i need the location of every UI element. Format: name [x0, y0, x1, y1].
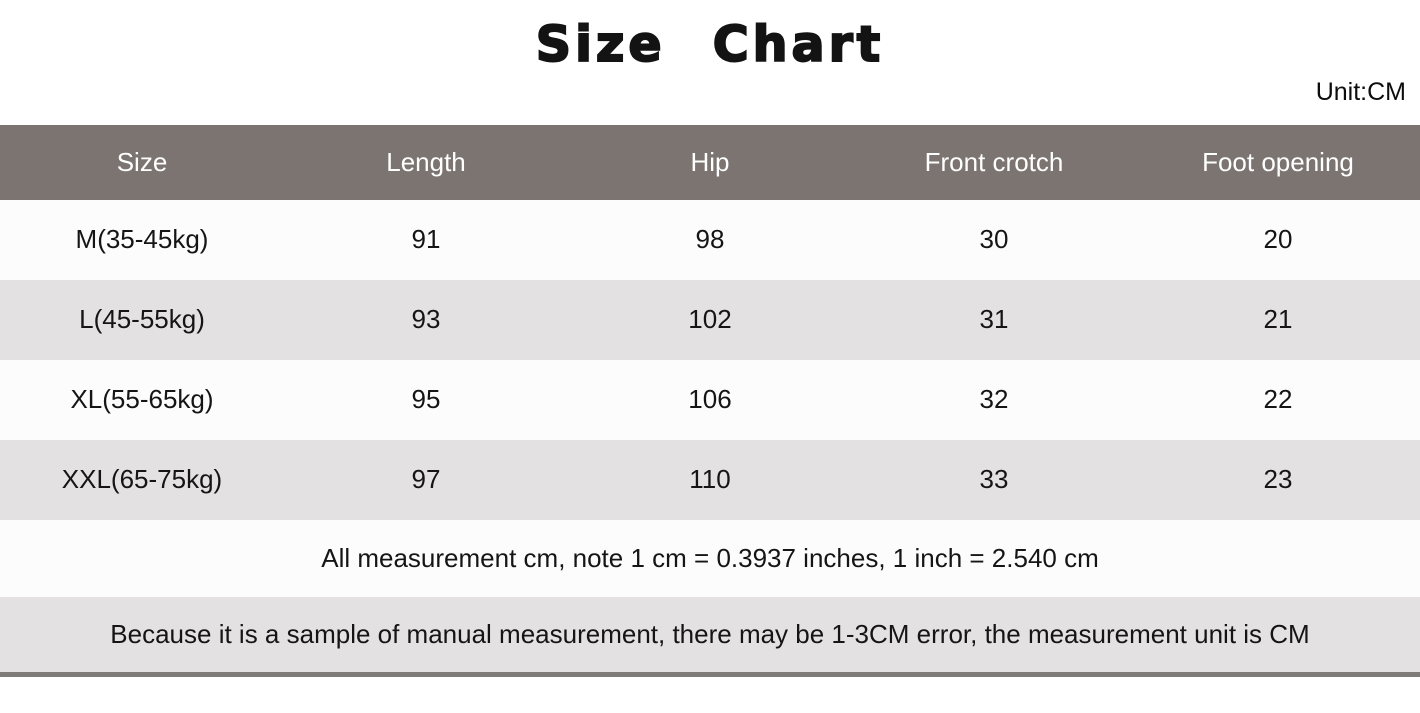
table-row-xl: XL(55-65kg) 95 106 32 22 [0, 360, 1420, 440]
cell-hip: 98 [695, 224, 725, 255]
cell-hip: 110 [689, 464, 731, 495]
cell-size: XL(55-65kg) [70, 384, 214, 415]
header-cell-foot-opening: Foot opening [1202, 146, 1354, 177]
page-title: Size Chart [535, 15, 885, 74]
cell-foot-opening: 22 [1263, 384, 1293, 415]
table-row-l: L(45-55kg) 93 102 31 21 [0, 280, 1420, 360]
cell-foot-opening: 20 [1263, 224, 1293, 255]
header-cell-hip: Hip [690, 146, 730, 177]
size-table: Size Length Hip Front crotch Foot openin… [0, 125, 1420, 677]
cell-hip: 106 [688, 384, 732, 415]
cell-front-crotch: 30 [979, 224, 1009, 255]
unit-label: Unit:CM [1315, 78, 1406, 106]
cell-length: 95 [411, 384, 441, 415]
cell-size: XXL(65-75kg) [61, 464, 223, 495]
header-cell-front-crotch: Front crotch [924, 146, 1064, 177]
table-row-m: M(35-45kg) 91 98 30 20 [0, 200, 1420, 280]
cell-size: L(45-55kg) [79, 304, 205, 335]
table-body: M(35-45kg) 91 98 30 20 L(45-55kg) 93 102… [0, 200, 1420, 520]
cell-foot-opening: 21 [1263, 304, 1293, 335]
note-conversion: All measurement cm, note 1 cm = 0.3937 i… [0, 520, 1420, 597]
bottom-separator-bar [0, 672, 1420, 677]
cell-length: 91 [411, 224, 441, 255]
page-header: Size Chart Unit:CM [0, 0, 1420, 125]
cell-front-crotch: 31 [979, 304, 1009, 335]
table-row-xxl: XXL(65-75kg) 97 110 33 23 [0, 440, 1420, 520]
cell-hip: 102 [688, 304, 732, 335]
cell-foot-opening: 23 [1263, 464, 1293, 495]
header-cell-length: Length [386, 146, 466, 177]
note-disclaimer: Because it is a sample of manual measure… [0, 597, 1420, 672]
cell-size: M(35-45kg) [75, 224, 209, 255]
cell-length: 97 [411, 464, 441, 495]
cell-front-crotch: 33 [979, 464, 1009, 495]
cell-front-crotch: 32 [979, 384, 1009, 415]
cell-length: 93 [411, 304, 441, 335]
table-header-row: Size Length Hip Front crotch Foot openin… [0, 125, 1420, 200]
header-cell-size: Size [116, 146, 168, 177]
